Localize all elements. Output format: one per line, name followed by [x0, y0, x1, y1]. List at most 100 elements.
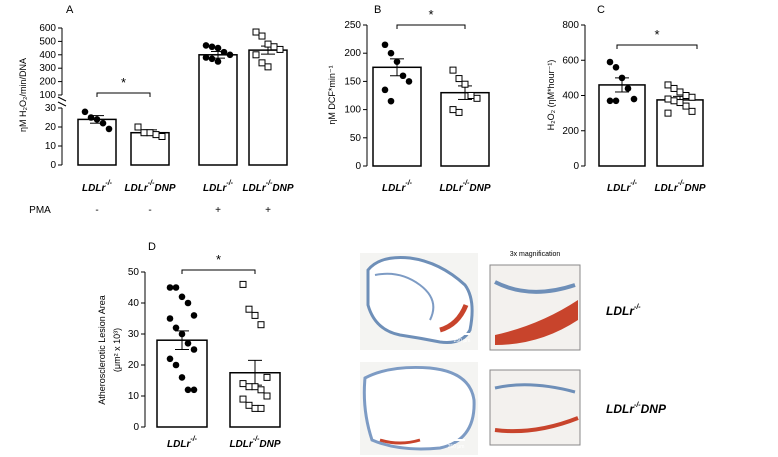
x-tick-label: LDLr-/-DNP: [654, 180, 705, 194]
data-point: [105, 125, 113, 133]
data-point: [664, 109, 672, 117]
scale-label: 250 μm: [454, 338, 471, 344]
significance-bracket: [96, 92, 151, 97]
significance-bracket: [616, 44, 698, 49]
y-axis-label: H₂O₂ (ηM*hour⁻¹): [546, 60, 556, 131]
histology: [360, 253, 581, 455]
data-point: [99, 119, 107, 127]
image-label: LDLr-/-: [606, 304, 641, 318]
lesion: [439, 304, 469, 333]
data-point: [624, 85, 632, 92]
data-point: [190, 386, 198, 394]
axis-break: [57, 96, 67, 102]
vessel: [362, 365, 476, 451]
x-tick-label: LDLr-/-DNP: [242, 180, 293, 194]
y-tick-label: 50: [128, 267, 140, 278]
significance-bracket: [181, 269, 256, 274]
data-point: [676, 99, 684, 107]
data-point: [258, 59, 266, 67]
vessel-wall: [494, 383, 576, 394]
data-point: [81, 108, 89, 116]
x-tick-label: LDLr-/-: [203, 180, 234, 194]
x-tick-label: LDLr-/-: [167, 436, 198, 450]
y-tick-label: 40: [128, 298, 140, 309]
data-point: [399, 72, 407, 80]
row-value: -: [148, 205, 151, 216]
y-axis-label: (μm² x 10³): [112, 328, 122, 372]
y-tick-label: 10: [45, 141, 57, 152]
data-point: [166, 315, 174, 322]
data-point: [276, 45, 284, 53]
y-tick-label: 20: [45, 122, 57, 133]
data-point: [264, 40, 272, 48]
y-tick-label: 20: [128, 360, 140, 371]
data-point: [214, 58, 222, 65]
significance-star: *: [654, 27, 659, 42]
lesion: [495, 300, 578, 345]
data-point: [251, 311, 259, 319]
data-point: [263, 392, 271, 400]
data-point: [387, 97, 395, 105]
data-point: [455, 75, 463, 83]
data-point: [682, 102, 690, 110]
data-point: [630, 95, 638, 103]
data-point: [257, 404, 265, 412]
y-tick-label: 150: [344, 76, 361, 87]
bar: [372, 66, 422, 167]
row-value: +: [215, 205, 221, 216]
data-point: [449, 106, 457, 114]
data-point: [220, 48, 228, 56]
y-tick-label: 0: [50, 160, 56, 171]
data-point: [190, 346, 198, 353]
significance-bracket: [396, 24, 466, 29]
data-point: [381, 86, 389, 94]
data-point: [184, 340, 192, 347]
x-tick-label: LDLr-/-: [382, 180, 413, 194]
data-point: [670, 84, 678, 92]
panel-letter: C: [597, 4, 605, 16]
data-point: [461, 80, 469, 88]
data-point: [252, 28, 260, 36]
row-value: +: [265, 205, 271, 216]
data-point: [172, 324, 180, 332]
data-point: [202, 54, 210, 61]
y-tick-label: 600: [39, 23, 56, 34]
data-point: [257, 321, 265, 329]
y-tick-label: 200: [344, 48, 361, 59]
lesion: [494, 416, 579, 434]
data-point: [93, 116, 101, 123]
data-point: [449, 66, 457, 74]
data-point: [455, 108, 463, 116]
axis-break: [57, 101, 67, 107]
data-point: [263, 373, 271, 381]
data-point: [387, 49, 395, 57]
y-tick-label: 800: [562, 20, 579, 31]
caption: 3x magnification: [510, 251, 561, 258]
data-point: [152, 131, 160, 139]
data-point: [405, 78, 413, 85]
data-point: [251, 383, 259, 391]
data-point: [166, 284, 174, 291]
row-label: PMA: [29, 205, 51, 216]
data-point: [140, 129, 148, 137]
data-point: [612, 64, 620, 71]
data-point: [245, 305, 253, 313]
data-point: [393, 58, 401, 65]
image-label: LDLr-/-DNP: [606, 402, 667, 416]
x-tick-label: LDLr-/-DNP: [124, 180, 175, 194]
data-point: [239, 380, 247, 388]
y-tick-label: 100: [39, 90, 56, 101]
data-point: [257, 386, 265, 394]
panel-letter: B: [374, 4, 381, 16]
panel-letter: D: [148, 241, 156, 253]
data-point: [473, 94, 481, 102]
data-point: [178, 374, 186, 381]
vessel-wall: [374, 272, 435, 321]
vessel-wall: [494, 280, 576, 294]
bar: [156, 339, 208, 428]
data-point: [618, 74, 626, 82]
data-point: [606, 58, 614, 66]
data-point: [214, 44, 222, 52]
bar: [198, 54, 238, 166]
significance-star: *: [216, 252, 221, 267]
